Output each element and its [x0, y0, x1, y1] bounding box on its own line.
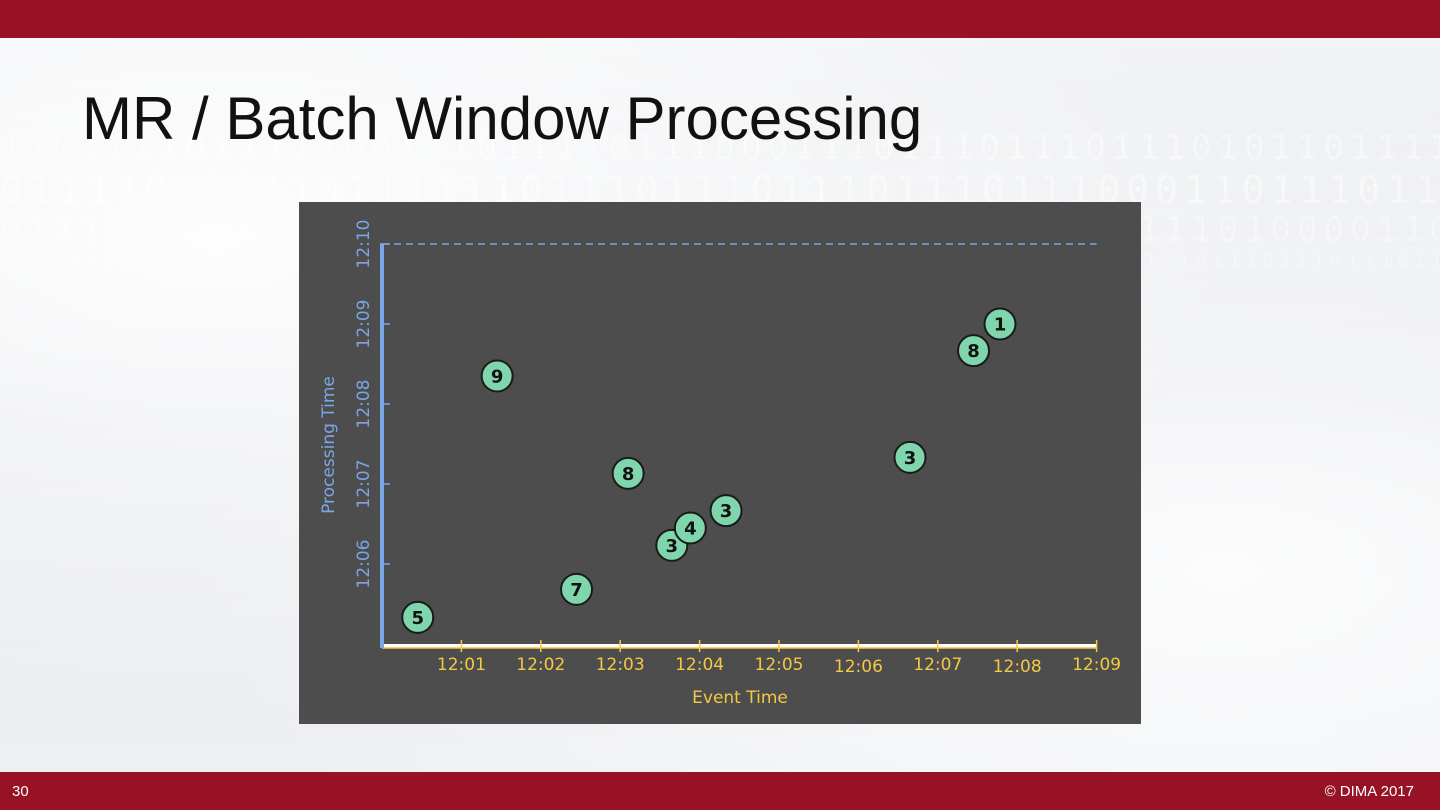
data-point: 8	[611, 456, 645, 490]
y-tick-label: 12:10	[354, 220, 374, 269]
scatter-chart: 12:01 12:02 12:03 12:04 12:05 12:06 12:07 12:08…	[319, 220, 1121, 709]
data-point-label: 3	[720, 501, 733, 522]
y-tick-label: 12:08	[354, 380, 374, 429]
y-tick-label: 12:07	[354, 460, 374, 509]
copyright: © DIMA 2017	[1324, 783, 1414, 800]
x-tick-label: 12:02	[516, 655, 565, 675]
x-tick-label: 12:06	[834, 657, 883, 677]
data-point-label: 8	[967, 341, 980, 362]
binary-watermark: 1101111011111001110111101110001110111011…	[0, 128, 1440, 168]
data-point-label: 8	[622, 464, 635, 485]
data-point: 5	[401, 600, 435, 634]
bottom-bar: 30 © DIMA 2017	[0, 772, 1440, 810]
data-point-marker	[401, 600, 435, 634]
data-point: 7	[560, 572, 594, 606]
x-tick-label: 12:08	[993, 657, 1042, 677]
data-point-label: 3	[666, 536, 679, 557]
data-point-marker	[480, 359, 514, 393]
x-tick-label: 12:01	[437, 655, 486, 675]
slide-title: MR / Batch Window Processing	[82, 85, 923, 152]
data-point-marker	[893, 440, 927, 474]
data-point-label: 4	[684, 519, 697, 540]
data-point-marker	[709, 494, 743, 528]
data-point: 4	[673, 511, 707, 545]
data-point: 9	[480, 359, 514, 393]
data-point-label: 9	[491, 367, 504, 388]
data-point: 3	[709, 494, 743, 528]
x-axis-label: Event Time	[692, 688, 788, 708]
x-tick-label: 12:07	[913, 655, 962, 675]
y-tick-label: 12:06	[354, 540, 374, 589]
data-point-label: 3	[904, 448, 917, 469]
data-point-marker	[560, 572, 594, 606]
data-point-marker	[957, 334, 991, 368]
chart-panel: 12:01 12:02 12:03 12:04 12:05 12:06 12:07 12:08…	[299, 202, 1141, 724]
data-point-label: 7	[570, 580, 583, 601]
data-point-marker	[673, 511, 707, 545]
data-point: 8	[957, 334, 991, 368]
data-point-marker	[983, 307, 1017, 341]
x-tick-label: 12:09	[1072, 655, 1121, 675]
top-bar	[0, 0, 1440, 38]
x-tick-label: 12:05	[755, 655, 804, 675]
y-tick-label: 12:09	[354, 300, 374, 349]
data-point-marker	[611, 456, 645, 490]
x-tick-label: 12:03	[596, 655, 645, 675]
y-axis-label: Processing Time	[319, 376, 339, 514]
data-point-label: 1	[994, 315, 1007, 336]
x-tick-label: 12:04	[675, 655, 724, 675]
page-number: 30	[12, 783, 29, 800]
data-point: 1	[983, 307, 1017, 341]
data-point-label: 5	[411, 608, 424, 629]
data-point: 3	[893, 440, 927, 474]
